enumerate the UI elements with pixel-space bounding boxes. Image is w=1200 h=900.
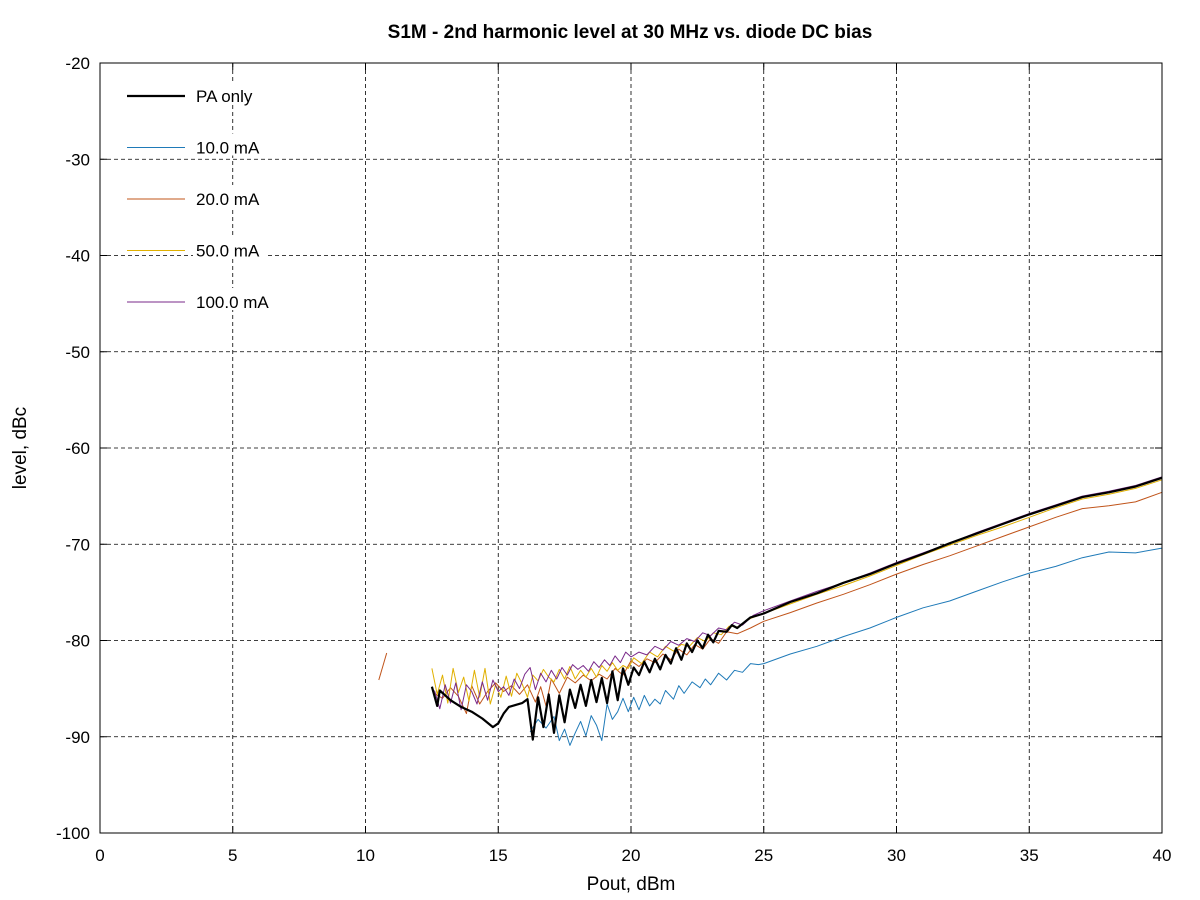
y-tick-label: -60 bbox=[65, 439, 90, 458]
x-tick-label: 0 bbox=[95, 846, 104, 865]
x-tick-label: 20 bbox=[622, 846, 641, 865]
grid-lines bbox=[100, 63, 1162, 833]
y-tick-label: -100 bbox=[56, 824, 90, 843]
legend-label-50-0-ma: 50.0 mA bbox=[196, 242, 260, 261]
legend-label-bg bbox=[193, 82, 267, 104]
legend-label-pa-only: PA only bbox=[196, 87, 253, 106]
legend-label-bg bbox=[193, 133, 267, 156]
series-line-50-0-ma bbox=[431, 479, 1163, 705]
legend-label-100-0-ma: 100.0 mA bbox=[196, 293, 269, 312]
y-tick-label: -50 bbox=[65, 343, 90, 362]
y-tick-label: -30 bbox=[65, 150, 90, 169]
legend-label-bg bbox=[193, 288, 276, 310]
axis-ticks: 0 5 10 15 20 25 30 35 40 -20 -30 -40 -50 -60 -70 -80 -90… bbox=[56, 54, 1171, 865]
x-tick-label: 10 bbox=[356, 846, 375, 865]
x-tick-label: 5 bbox=[228, 846, 237, 865]
x-tick-label: 15 bbox=[489, 846, 508, 865]
x-tick-label: 25 bbox=[754, 846, 773, 865]
x-tick-label: 35 bbox=[1020, 846, 1039, 865]
y-axis-title: level, dBc bbox=[10, 407, 31, 489]
series-line-20-0-ma bbox=[434, 491, 1163, 715]
legend-label-20-0-ma: 20.0 mA bbox=[196, 190, 260, 209]
legend-label-10-0-ma: 10.0 mA bbox=[196, 139, 260, 158]
y-tick-label: -20 bbox=[65, 54, 90, 73]
legend-label-bg bbox=[193, 185, 267, 207]
series-line-pa-only bbox=[430, 476, 1163, 741]
y-tick-label: -90 bbox=[65, 728, 90, 747]
x-tick-label: 30 bbox=[887, 846, 906, 865]
series-line-20-0-ma bbox=[378, 652, 388, 681]
legend-label-bg bbox=[193, 236, 267, 259]
y-tick-label: -40 bbox=[65, 247, 90, 266]
y-tick-label: -80 bbox=[65, 632, 90, 651]
x-tick-label: 40 bbox=[1153, 846, 1172, 865]
x-axis-title: Pout, dBm bbox=[587, 874, 676, 895]
series-line-10-0-ma bbox=[529, 547, 1163, 746]
legend: PA only 10.0 mA 20.0 mA 50.0 mA 100.0 mA bbox=[127, 82, 276, 312]
chart-title: S1M - 2nd harmonic level at 30 MHz vs. d… bbox=[388, 22, 873, 43]
plot-series bbox=[378, 476, 1163, 746]
y-tick-label: -70 bbox=[65, 535, 90, 554]
